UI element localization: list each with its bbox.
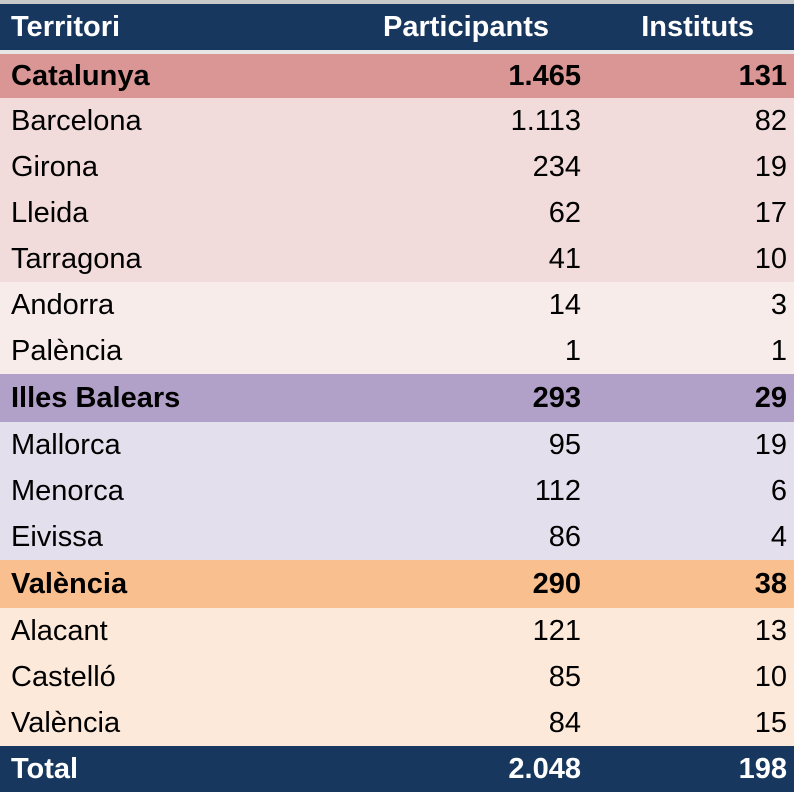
participants-value: 234 xyxy=(532,150,581,183)
instituts-value: 13 xyxy=(754,614,787,647)
header-participants: Participants xyxy=(383,10,549,43)
territory-name: Tarragona xyxy=(11,242,142,275)
participants-value: 293 xyxy=(532,381,581,414)
participants-value: 1.465 xyxy=(508,59,581,92)
participants-value: 86 xyxy=(548,520,581,553)
table-row: Eivissa 86 4 xyxy=(0,514,794,560)
table-row: Lleida 62 17 xyxy=(0,190,794,236)
participants-value: 1.113 xyxy=(510,104,581,137)
instituts-value: 6 xyxy=(770,474,787,507)
instituts-value: 10 xyxy=(754,660,787,693)
table-row: Menorca 112 6 xyxy=(0,468,794,514)
territory-name: Menorca xyxy=(11,474,124,507)
total-label: Total xyxy=(11,752,79,785)
total-instituts: 198 xyxy=(738,752,787,785)
group-row-valencia: València 290 38 xyxy=(0,560,794,608)
participants-value: 41 xyxy=(548,242,581,275)
territory-name: Mallorca xyxy=(11,428,121,461)
table-row: Palència 1 1 xyxy=(0,328,794,374)
header-territori: Territori xyxy=(11,10,121,43)
header-instituts: Instituts xyxy=(641,10,754,43)
instituts-value: 17 xyxy=(754,196,787,229)
participants-value: 290 xyxy=(532,567,581,600)
total-participants: 2.048 xyxy=(508,752,581,785)
participants-value: 121 xyxy=(532,614,581,647)
participants-value: 14 xyxy=(548,288,581,321)
instituts-value: 1 xyxy=(770,334,787,367)
territory-name: Palència xyxy=(11,334,123,367)
table-row: Barcelona 1.113 82 xyxy=(0,98,794,144)
instituts-value: 19 xyxy=(754,150,787,183)
instituts-value: 131 xyxy=(738,59,787,92)
participants-value: 62 xyxy=(548,196,581,229)
header-separator xyxy=(0,50,794,54)
territory-name: Catalunya xyxy=(11,59,150,92)
participants-value: 84 xyxy=(548,706,581,739)
instituts-value: 10 xyxy=(754,242,787,275)
instituts-value: 29 xyxy=(754,381,787,414)
table-row: Girona 234 19 xyxy=(0,144,794,190)
territory-name: Alacant xyxy=(11,614,108,647)
group-row-catalunya: Catalunya 1.465 131 xyxy=(0,54,794,98)
total-row: Total 2.048 198 xyxy=(0,746,794,792)
participants-value: 112 xyxy=(534,474,581,507)
table-row: Tarragona 41 10 xyxy=(0,236,794,282)
territory-name: Lleida xyxy=(11,196,89,229)
participants-value: 95 xyxy=(548,428,581,461)
territory-name: Eivissa xyxy=(11,520,103,553)
territory-name: Girona xyxy=(11,150,99,183)
participants-value: 85 xyxy=(548,660,581,693)
instituts-value: 38 xyxy=(754,567,787,600)
table-row: Andorra 14 3 xyxy=(0,282,794,328)
territory-name: Andorra xyxy=(11,288,115,321)
territory-name: Barcelona xyxy=(11,104,142,137)
instituts-value: 4 xyxy=(770,520,787,553)
participants-value: 1 xyxy=(564,334,581,367)
instituts-value: 82 xyxy=(754,104,787,137)
territory-name: València xyxy=(11,567,128,600)
table-header: Territori Participants Instituts xyxy=(0,4,794,50)
table-row: Castelló 85 10 xyxy=(0,654,794,700)
top-border xyxy=(0,0,794,4)
instituts-value: 3 xyxy=(770,288,787,321)
territory-name: València xyxy=(11,706,121,739)
table-row: Mallorca 95 19 xyxy=(0,422,794,468)
table-row: València 84 15 xyxy=(0,700,794,746)
group-row-illes-balears: Illes Balears 293 29 xyxy=(0,374,794,422)
territory-name: Illes Balears xyxy=(11,381,181,414)
territory-name: Castelló xyxy=(11,660,116,693)
instituts-value: 15 xyxy=(754,706,787,739)
instituts-value: 19 xyxy=(754,428,787,461)
table-row: Alacant 121 13 xyxy=(0,608,794,654)
